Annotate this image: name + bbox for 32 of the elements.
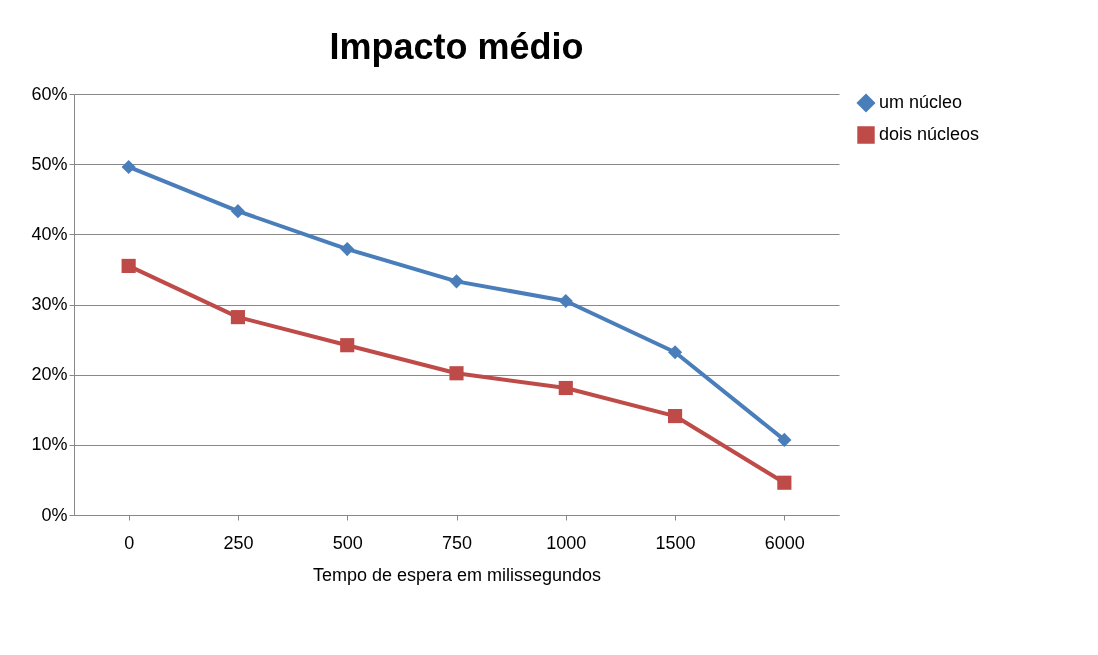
point <box>230 204 245 219</box>
point <box>121 159 136 175</box>
point <box>668 408 683 424</box>
point <box>121 258 136 273</box>
point <box>558 380 573 396</box>
legend-label: um núcleo <box>879 92 963 112</box>
point <box>340 338 355 353</box>
y-tick-label: 40% <box>31 223 68 244</box>
y-tick-label: 0% <box>41 504 68 525</box>
x-tick-label: 750 <box>441 532 473 553</box>
x-tick-label: 250 <box>223 532 254 553</box>
point <box>340 242 355 257</box>
x-tick-label: 1500 <box>655 532 696 553</box>
y-tick-label: 60% <box>31 83 68 104</box>
y-tick-label: 10% <box>31 434 68 455</box>
x-tick-label: 0 <box>124 532 135 553</box>
legend-label: dois núcleos <box>879 124 980 144</box>
y-tick-label: 50% <box>31 153 68 174</box>
x-tick-label: 1000 <box>546 532 587 553</box>
point <box>449 366 464 381</box>
x-tick-label: 6000 <box>764 532 805 553</box>
chart-title: Impacto médio <box>329 26 584 67</box>
point <box>777 432 792 447</box>
y-tick-label: 20% <box>31 364 68 385</box>
point <box>558 293 573 309</box>
y-tick-label: 30% <box>31 294 68 314</box>
point <box>668 345 683 360</box>
point <box>777 475 792 490</box>
point <box>449 274 464 289</box>
point <box>230 310 245 325</box>
x-axis-title: Tempo de espera em milissegundos <box>312 564 602 585</box>
x-tick-label: 500 <box>332 532 363 553</box>
